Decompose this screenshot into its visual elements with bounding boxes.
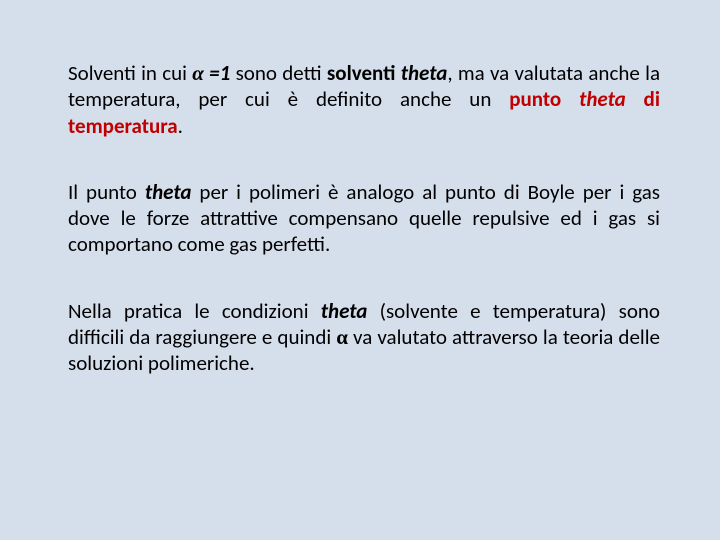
- text-fragment: theta: [401, 60, 448, 86]
- text-fragment: Solventi in cui: [68, 60, 192, 86]
- text-fragment: sono detti: [230, 60, 327, 86]
- alpha-symbol: α: [336, 325, 348, 349]
- text-fragment: theta: [145, 179, 192, 205]
- text-fragment: Il punto: [68, 179, 145, 205]
- text-fragment: =1: [204, 60, 230, 86]
- text-fragment: theta: [321, 298, 368, 324]
- text-fragment: Nella pratica le condizioni: [68, 298, 321, 324]
- paragraph-3: Nella pratica le condizioni theta (solve…: [68, 298, 660, 377]
- alpha-symbol: α: [192, 61, 204, 85]
- text-fragment: solventi: [327, 60, 401, 86]
- text-fragment: .: [178, 113, 183, 139]
- accent-text: theta: [579, 86, 626, 112]
- paragraph-1: Solventi in cui α =1 sono detti solventi…: [68, 60, 660, 139]
- accent-text: punto: [509, 86, 579, 112]
- paragraph-2: Il punto theta per i polimeri è analogo …: [68, 179, 660, 258]
